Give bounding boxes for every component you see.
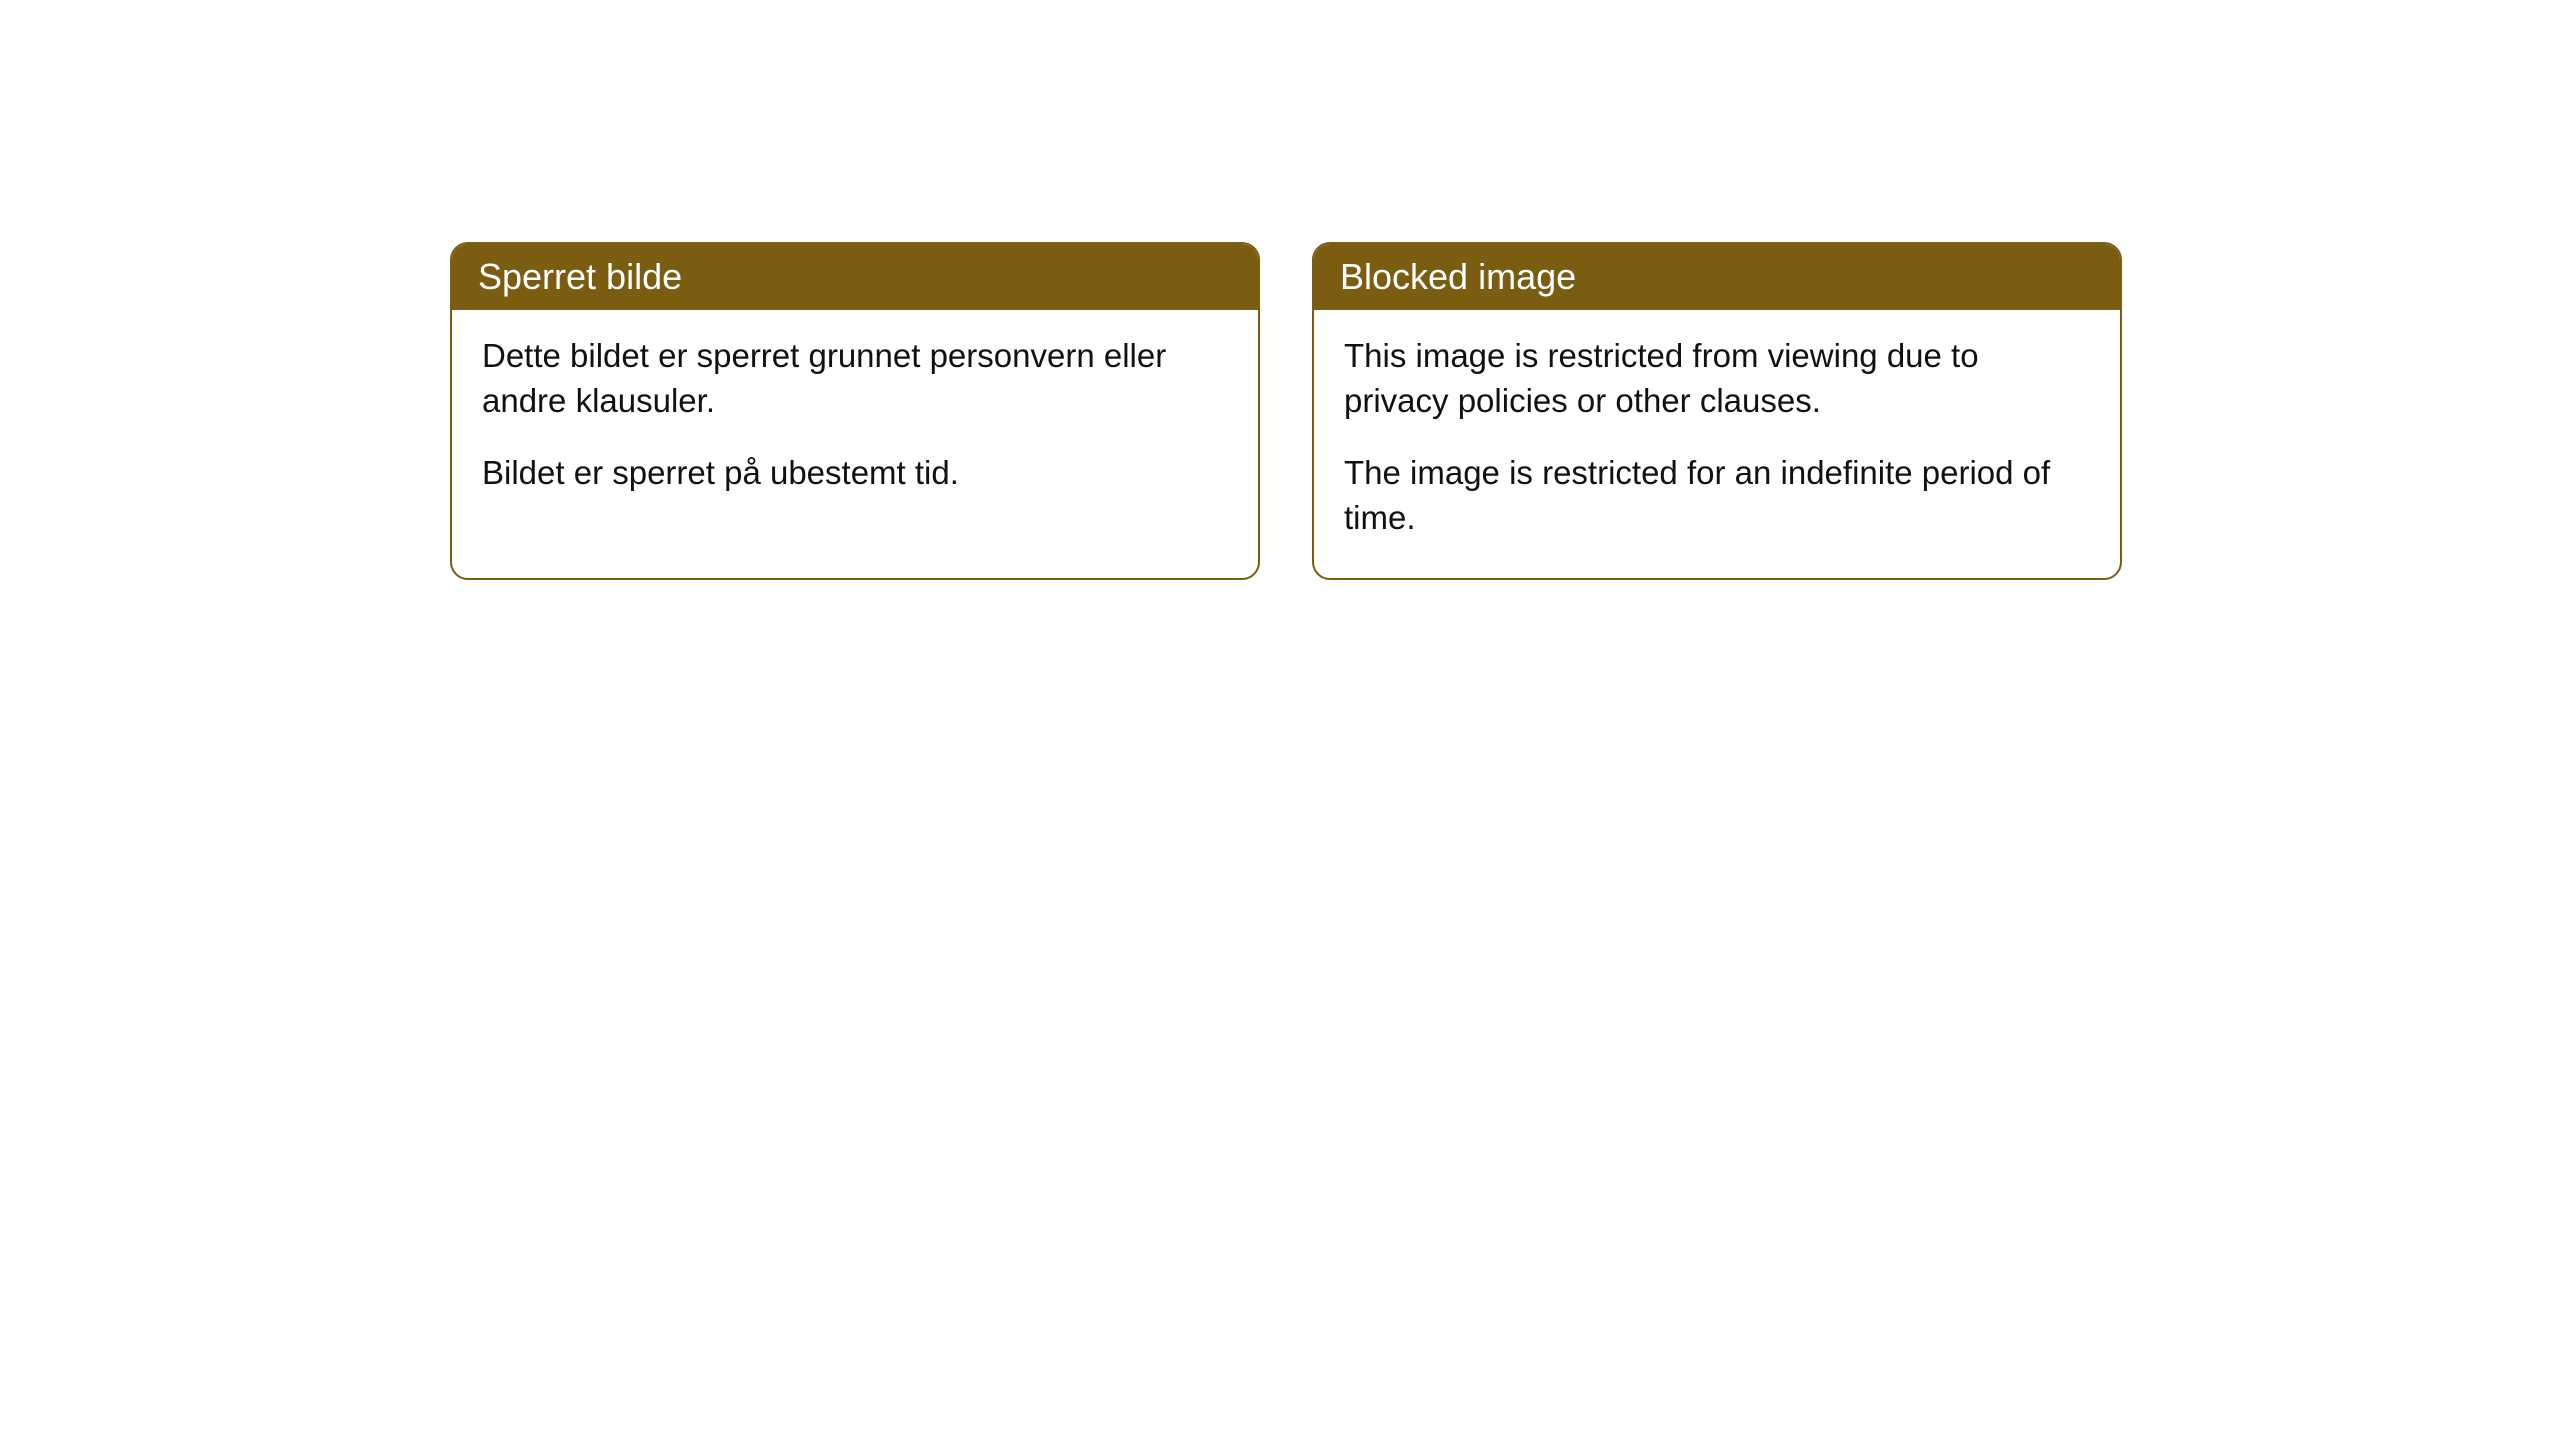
- notice-header-norwegian: Sperret bilde: [452, 244, 1258, 310]
- notice-paragraph-norwegian-1: Dette bildet er sperret grunnet personve…: [482, 334, 1228, 423]
- notice-paragraph-english-1: This image is restricted from viewing du…: [1344, 334, 2090, 423]
- notice-paragraph-norwegian-2: Bildet er sperret på ubestemt tid.: [482, 451, 1228, 496]
- notices-container: Sperret bilde Dette bildet er sperret gr…: [450, 242, 2122, 580]
- notice-title-norwegian: Sperret bilde: [478, 256, 682, 297]
- notice-body-norwegian: Dette bildet er sperret grunnet personve…: [452, 310, 1258, 534]
- notice-box-norwegian: Sperret bilde Dette bildet er sperret gr…: [450, 242, 1260, 580]
- notice-title-english: Blocked image: [1340, 256, 1576, 297]
- notice-body-english: This image is restricted from viewing du…: [1314, 310, 2120, 578]
- notice-paragraph-english-2: The image is restricted for an indefinit…: [1344, 451, 2090, 540]
- notice-header-english: Blocked image: [1314, 244, 2120, 310]
- notice-box-english: Blocked image This image is restricted f…: [1312, 242, 2122, 580]
